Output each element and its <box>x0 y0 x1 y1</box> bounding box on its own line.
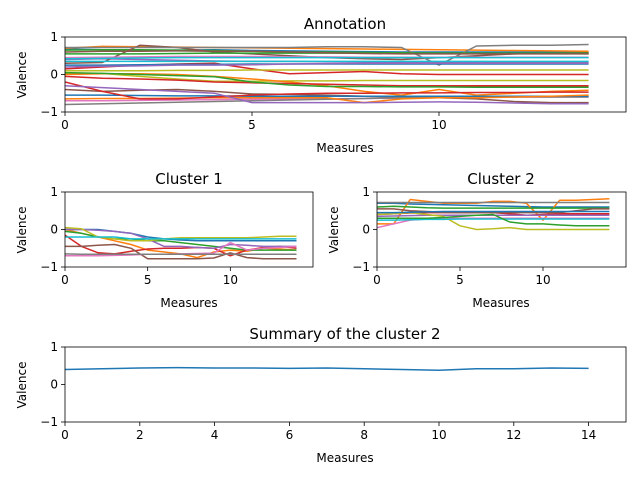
summary-axes-frame <box>64 346 627 423</box>
annotation-xtick-label: 0 <box>61 118 69 132</box>
annotation-panel: Annotation Valence Measures 0 5 10−101 <box>15 15 627 155</box>
annotation-series-26 <box>65 85 589 105</box>
summary-xtick-label: 6 <box>286 428 294 442</box>
cluster2-series-1 <box>377 202 610 208</box>
cluster2-xtick-label: 0 <box>373 273 381 287</box>
annotation-xtick-label: 5 <box>248 118 256 132</box>
cluster1-series-10 <box>65 236 297 240</box>
cluster2-panel: Cluster 2 Valence Measures 0 5 10−101 <box>327 170 627 310</box>
cluster1-ylabel: Valence <box>15 207 29 254</box>
summary-xtick-label: 4 <box>211 428 219 442</box>
cluster2-series-2 <box>377 198 610 225</box>
summary-ytick-label: −1 <box>40 415 58 429</box>
annotation-series-21 <box>65 94 589 98</box>
cluster1-title: Cluster 1 <box>155 170 223 188</box>
annotation-xtick-label: 10 <box>431 118 446 132</box>
annotation-series-14 <box>65 75 589 87</box>
summary-xlabel: Measures <box>316 451 373 465</box>
cluster2-ytick-label: 1 <box>362 185 370 199</box>
annotation-series-9 <box>65 72 589 83</box>
annotation-title: Annotation <box>304 15 386 33</box>
cluster2-xtick-label: 5 <box>456 273 464 287</box>
cluster2-title: Cluster 2 <box>467 170 535 188</box>
summary-xtick-label: 2 <box>136 428 144 442</box>
summary-xtick-label: 12 <box>506 428 521 442</box>
summary-xtick-label: 14 <box>581 428 596 442</box>
cluster2-series-9 <box>377 211 610 231</box>
cluster1-panel: Cluster 1 Valence Measures 0 5 10−101 <box>15 170 314 310</box>
cluster2-xlabel: Measures <box>472 296 529 310</box>
annotation-series-20 <box>65 56 589 60</box>
cluster2-series-10 <box>377 218 610 221</box>
cluster1-xlabel: Measures <box>160 296 217 310</box>
annotation-series-25 <box>65 50 589 55</box>
summary-ytick-label: 0 <box>50 378 58 392</box>
summary-xtick-label: 10 <box>431 428 446 442</box>
cluster2-ytick-label: 0 <box>362 223 370 237</box>
cluster1-xtick-label: 5 <box>144 273 152 287</box>
summary-ytick-label: 1 <box>50 340 58 354</box>
cluster1-ytick-label: −1 <box>40 260 58 274</box>
annotation-series-19 <box>65 69 589 72</box>
annotation-xlabel: Measures <box>316 141 373 155</box>
cluster2-series-11 <box>377 213 610 227</box>
cluster2-ylabel: Valence <box>327 207 341 254</box>
cluster2-series-3 <box>377 205 610 209</box>
annotation-ytick-label: 1 <box>50 30 58 44</box>
summary-title: Summary of the cluster 2 <box>249 325 440 343</box>
cluster1-series-6 <box>65 243 297 260</box>
annotation-series-24 <box>65 81 589 100</box>
cluster1-xtick-label: 0 <box>61 273 69 287</box>
cluster1-xtick-label: 10 <box>223 273 238 287</box>
annotation-series-8 <box>65 43 589 66</box>
annotation-ytick-label: 0 <box>50 68 58 82</box>
cluster2-ytick-label: −1 <box>352 260 370 274</box>
summary-series-1 <box>65 366 589 372</box>
cluster2-series-5 <box>377 214 610 218</box>
annotation-series-23 <box>65 71 589 89</box>
annotation-series-15 <box>65 62 589 68</box>
cluster2-xtick-label: 10 <box>535 273 550 287</box>
annotation-ytick-label: −1 <box>40 105 58 119</box>
summary-xtick-label: 0 <box>61 428 69 442</box>
cluster2-series-12 <box>377 210 610 214</box>
summary-ylabel: Valence <box>15 362 29 409</box>
cluster1-ytick-label: 0 <box>50 223 58 237</box>
summary-panel: Summary of the cluster 2 Valence Measure… <box>15 325 627 465</box>
summary-xtick-label: 8 <box>360 428 368 442</box>
annotation-ylabel: Valence <box>15 52 29 99</box>
cluster1-ytick-label: 1 <box>50 185 58 199</box>
cluster1-series-5 <box>65 228 297 250</box>
